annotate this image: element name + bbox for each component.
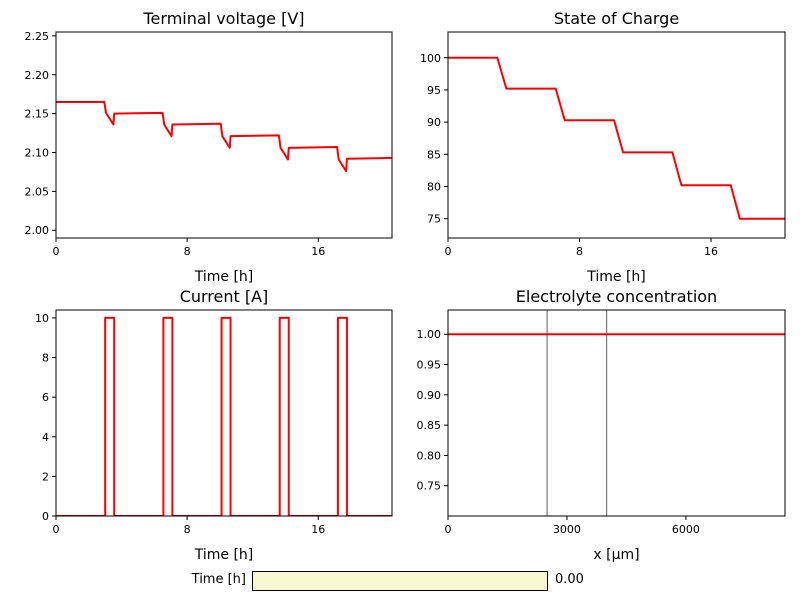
concentration-axes-frame bbox=[447, 309, 786, 517]
concentration-y-tick-label: 0.85 bbox=[417, 419, 442, 432]
time-slider-label: Time [h] bbox=[191, 572, 246, 587]
current-x-axis-label: Time [h] bbox=[194, 547, 254, 563]
soc-y-tick-label: 90 bbox=[427, 116, 441, 129]
current-plot-area bbox=[56, 310, 392, 516]
concentration-y-tick-label: 1.00 bbox=[417, 328, 442, 341]
current-x-tick-label: 16 bbox=[311, 523, 325, 536]
concentration-chart-title: Electrolyte concentration bbox=[516, 287, 717, 306]
voltage-y-tick-label: 2.20 bbox=[25, 69, 50, 82]
concentration-panel: 0 3000 6000 0.75 0.80 0.85 0.90 0.95 1.00 Electro… bbox=[417, 287, 786, 563]
concentration-y-tick-label: 0.80 bbox=[417, 449, 442, 462]
voltage-y-tick-label: 2.10 bbox=[25, 146, 50, 159]
current-y-tick-label: 10 bbox=[35, 312, 49, 325]
soc-series-line-1 bbox=[448, 56, 785, 220]
voltage-plot-area bbox=[56, 32, 392, 238]
current-y-tick-label: 8 bbox=[42, 352, 49, 365]
soc-y-tick-label: 95 bbox=[427, 84, 441, 97]
concentration-y-tick-label: 0.95 bbox=[417, 359, 442, 372]
current-chart-title: Current [A] bbox=[180, 287, 269, 306]
soc-x-axis-label: Time [h] bbox=[586, 269, 646, 285]
concentration-x-tick-label: 0 bbox=[445, 523, 452, 536]
soc-x-tick-label: 0 bbox=[445, 245, 452, 258]
current-y-tick-label: 0 bbox=[42, 510, 49, 523]
concentration-x-tick-label: 3000 bbox=[553, 523, 581, 536]
concentration-y-tick-label: 0.90 bbox=[417, 389, 442, 402]
voltage-x-tick-label: 8 bbox=[184, 245, 191, 258]
current-y-tick-label: 4 bbox=[42, 431, 49, 444]
voltage-x-tick-label: 0 bbox=[53, 245, 60, 258]
voltage-x-tick-label: 16 bbox=[311, 245, 325, 258]
voltage-y-tick-label: 2.05 bbox=[25, 185, 50, 198]
voltage-y-tick-label: 2.25 bbox=[25, 30, 50, 43]
soc-y-tick-label: 80 bbox=[427, 181, 441, 194]
time-slider-row: Time [h] 0.00 bbox=[0, 570, 800, 592]
soc-axes-frame bbox=[447, 31, 786, 239]
soc-y-tick-label: 85 bbox=[427, 148, 441, 161]
time-slider[interactable] bbox=[252, 571, 548, 591]
soc-y-tick-label: 75 bbox=[427, 213, 441, 226]
voltage-y-tick-label: 2.15 bbox=[25, 108, 50, 121]
current-x-tick-label: 8 bbox=[184, 523, 191, 536]
soc-plot-area bbox=[448, 32, 785, 238]
time-slider-value: 0.00 bbox=[555, 572, 584, 587]
current-series-line-1 bbox=[56, 316, 392, 516]
soc-chart-title: State of Charge bbox=[554, 9, 679, 28]
voltage-series-line-1 bbox=[56, 100, 392, 173]
voltage-x-axis-label: Time [h] bbox=[194, 269, 254, 285]
soc-panel: 0 8 16 75 80 85 90 95 100 State of Charge Time [h] bbox=[420, 9, 786, 285]
current-y-tick-label: 2 bbox=[42, 470, 49, 483]
concentration-plot-area bbox=[448, 310, 785, 516]
voltage-panel: 0 8 16 2.00 2.05 2.10 2.15 2.20 2.25 Terminal vol… bbox=[25, 9, 393, 285]
voltage-y-tick-label: 2.00 bbox=[25, 224, 50, 237]
concentration-x-tick-label: 6000 bbox=[672, 523, 700, 536]
current-axes-frame bbox=[55, 309, 393, 517]
current-panel: 0 8 16 0 2 4 6 8 10 Current [A] Time [h] bbox=[35, 287, 393, 563]
soc-x-tick-label: 8 bbox=[576, 245, 583, 258]
voltage-axes-frame bbox=[55, 31, 393, 239]
soc-y-tick-label: 100 bbox=[420, 52, 441, 65]
concentration-y-tick-label: 0.75 bbox=[417, 480, 442, 493]
soc-x-tick-label: 16 bbox=[704, 245, 718, 258]
voltage-chart-title: Terminal voltage [V] bbox=[143, 9, 305, 28]
current-y-tick-label: 6 bbox=[42, 391, 49, 404]
current-x-tick-label: 0 bbox=[53, 523, 60, 536]
concentration-x-axis-label: x [μm] bbox=[593, 547, 639, 563]
